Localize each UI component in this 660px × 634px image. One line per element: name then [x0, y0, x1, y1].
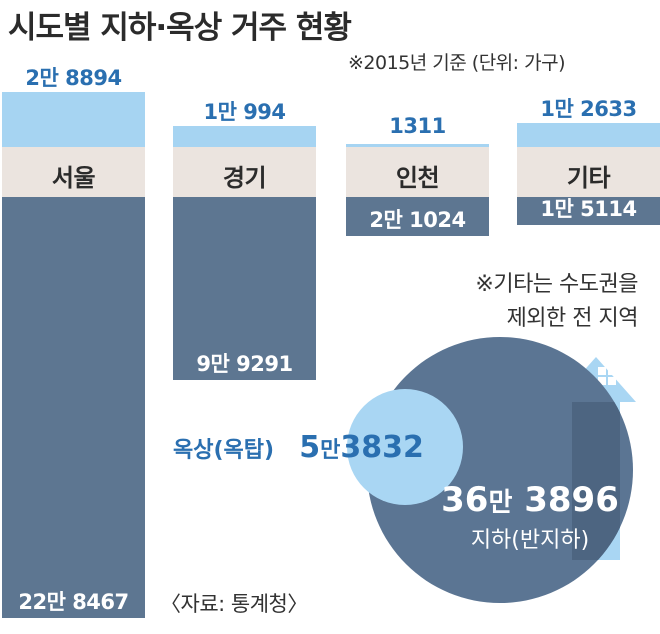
rooftop-value-label: 1만 994 [203, 100, 286, 124]
basement-bar [2, 197, 145, 618]
window-icon [598, 367, 616, 385]
basement-total-num-b: 3896 [524, 480, 619, 520]
basement-value-label: 22만 8467 [18, 590, 129, 614]
region-label: 기타 [566, 164, 611, 192]
rooftop-value-label: 2만 8894 [25, 66, 122, 90]
basement-value-label: 1만 5114 [540, 197, 637, 221]
basement-value-label: 2만 1024 [369, 208, 466, 232]
rooftop-total-num-b: 3832 [340, 430, 424, 465]
region-band [2, 147, 145, 197]
rooftop-value-label: 1311 [389, 114, 446, 138]
region-band [346, 147, 489, 197]
rooftop-bar [2, 92, 145, 147]
rooftop-total-circle [347, 389, 463, 505]
rooftop-bar [346, 144, 489, 147]
basement-total-unit: 만 [488, 488, 513, 518]
chart-subtitle: ※2015년 기준 (단위: 가구) [348, 52, 565, 74]
basement-value-label: 9만 9291 [196, 352, 293, 376]
basement-bar [173, 197, 316, 380]
source-note: 〈자료: 통계청〉 [160, 592, 308, 616]
chart-title: 시도별 지하·옥상 거주 현황 [8, 10, 352, 46]
region-label: 경기 [222, 164, 267, 192]
rooftop-value-label: 1만 2633 [540, 97, 637, 121]
note-line-2: 제외한 전 지역 [506, 306, 639, 331]
note-line-1: ※기타는 수도권을 [475, 272, 638, 297]
basement-bar [517, 197, 660, 225]
rooftop-total-label: 옥상(옥탑) [173, 438, 275, 463]
region-band [173, 147, 316, 197]
region-label: 인천 [395, 164, 440, 192]
rooftop-total-unit: 만 [320, 438, 341, 463]
arrow-overlap [572, 402, 620, 560]
basement-bar [346, 197, 489, 236]
region-label: 서울 [51, 164, 96, 192]
rooftop-bar [517, 123, 660, 147]
basement-total: 36만 3896 지하(반지하) [430, 480, 630, 554]
region-band [517, 147, 660, 197]
rooftop-total-num-a: 5 [299, 430, 321, 465]
rooftop-bar [173, 126, 316, 147]
rooftop-total: 옥상(옥탑) 5만3832 [173, 430, 424, 465]
basement-total-num-a: 36 [441, 480, 489, 520]
basement-total-label: 지하(반지하) [470, 528, 590, 553]
